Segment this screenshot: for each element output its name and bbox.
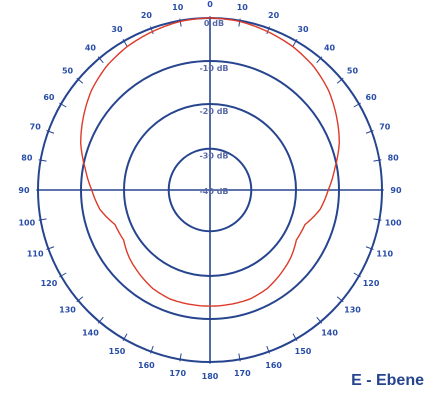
angle-tick — [76, 296, 84, 303]
angle-tick — [266, 26, 270, 35]
angle-label: 40 — [324, 44, 336, 53]
angle-label: 150 — [295, 347, 312, 356]
angle-label: 110 — [27, 250, 44, 259]
angle-label: 90 — [18, 186, 30, 195]
angle-label: 20 — [268, 11, 280, 20]
angle-tick — [97, 56, 104, 64]
angle-label: 50 — [347, 66, 359, 75]
angle-label: 70 — [30, 122, 42, 131]
angle-tick — [365, 130, 374, 134]
angle-label: 0 — [207, 0, 213, 9]
ring-label: -10 dB — [199, 64, 228, 73]
angle-label: 130 — [344, 306, 361, 315]
angle-tick — [292, 333, 298, 341]
angle-label: 60 — [43, 93, 55, 102]
angle-label: 150 — [109, 347, 126, 356]
plane-label: E - Ebene — [351, 372, 424, 389]
angle-label: 20 — [141, 11, 153, 20]
angle-tick — [336, 77, 344, 84]
angle-tick — [46, 246, 55, 250]
angle-tick — [353, 272, 361, 278]
angle-tick — [122, 333, 128, 341]
ring-labels: 0 dB -10 dB -20 dB -30 dB -40 dB — [199, 19, 228, 196]
ring-label: -40 dB — [199, 187, 228, 196]
angle-label: 170 — [169, 369, 186, 378]
angle-label: 120 — [41, 279, 58, 288]
angle-label: 140 — [82, 328, 99, 337]
angle-tick — [97, 316, 104, 324]
ring-label: 0 dB — [204, 19, 224, 28]
angle-tick — [316, 56, 323, 64]
angle-tick — [373, 218, 382, 221]
ring-label: -30 dB — [199, 152, 228, 161]
pattern-series — [79, 17, 341, 307]
angle-tick — [353, 102, 361, 108]
angle-tick — [238, 18, 241, 27]
angle-label: 80 — [21, 154, 33, 163]
ring-label: -20 dB — [199, 107, 228, 116]
angle-label: 160 — [138, 361, 155, 370]
angle-label: 60 — [366, 93, 378, 102]
angle-labels: 0 10 20 30 40 50 60 70 80 90 100 110 120 130 140 150 160… — [18, 0, 402, 381]
angle-ticks — [36, 16, 384, 364]
angle-tick — [179, 18, 182, 27]
angle-tick — [266, 345, 270, 354]
angle-label: 110 — [376, 250, 393, 259]
angle-tick — [38, 159, 47, 162]
angle-label: 100 — [18, 218, 35, 227]
angle-label: 180 — [202, 372, 219, 381]
angle-tick — [76, 77, 84, 84]
angle-label: 70 — [379, 122, 391, 131]
angle-tick — [59, 102, 67, 108]
angle-label: 30 — [111, 25, 123, 34]
angle-tick — [316, 316, 323, 324]
angle-tick — [122, 39, 128, 47]
angle-tick — [59, 272, 67, 278]
angle-label: 170 — [234, 369, 251, 378]
angle-label: 10 — [172, 3, 184, 12]
angle-tick — [46, 130, 55, 134]
angle-tick — [38, 218, 47, 221]
angle-label: 130 — [59, 306, 76, 315]
angle-label: 160 — [265, 361, 282, 370]
angle-tick — [292, 39, 298, 47]
angle-tick — [336, 296, 344, 303]
angle-label: 30 — [297, 25, 309, 34]
angle-tick — [373, 159, 382, 162]
angle-tick — [365, 246, 374, 250]
angle-label: 120 — [363, 279, 380, 288]
angle-label: 40 — [85, 44, 97, 53]
angle-label: 80 — [388, 154, 400, 163]
angle-label: 140 — [321, 328, 338, 337]
angle-tick — [238, 353, 241, 362]
angle-tick — [150, 345, 154, 354]
angle-label: 50 — [62, 66, 74, 75]
angle-tick — [179, 353, 182, 362]
angle-tick — [150, 26, 154, 35]
angle-label: 10 — [237, 3, 249, 12]
pattern-line — [79, 17, 341, 307]
angle-label: 90 — [390, 186, 402, 195]
angle-label: 100 — [385, 218, 402, 227]
